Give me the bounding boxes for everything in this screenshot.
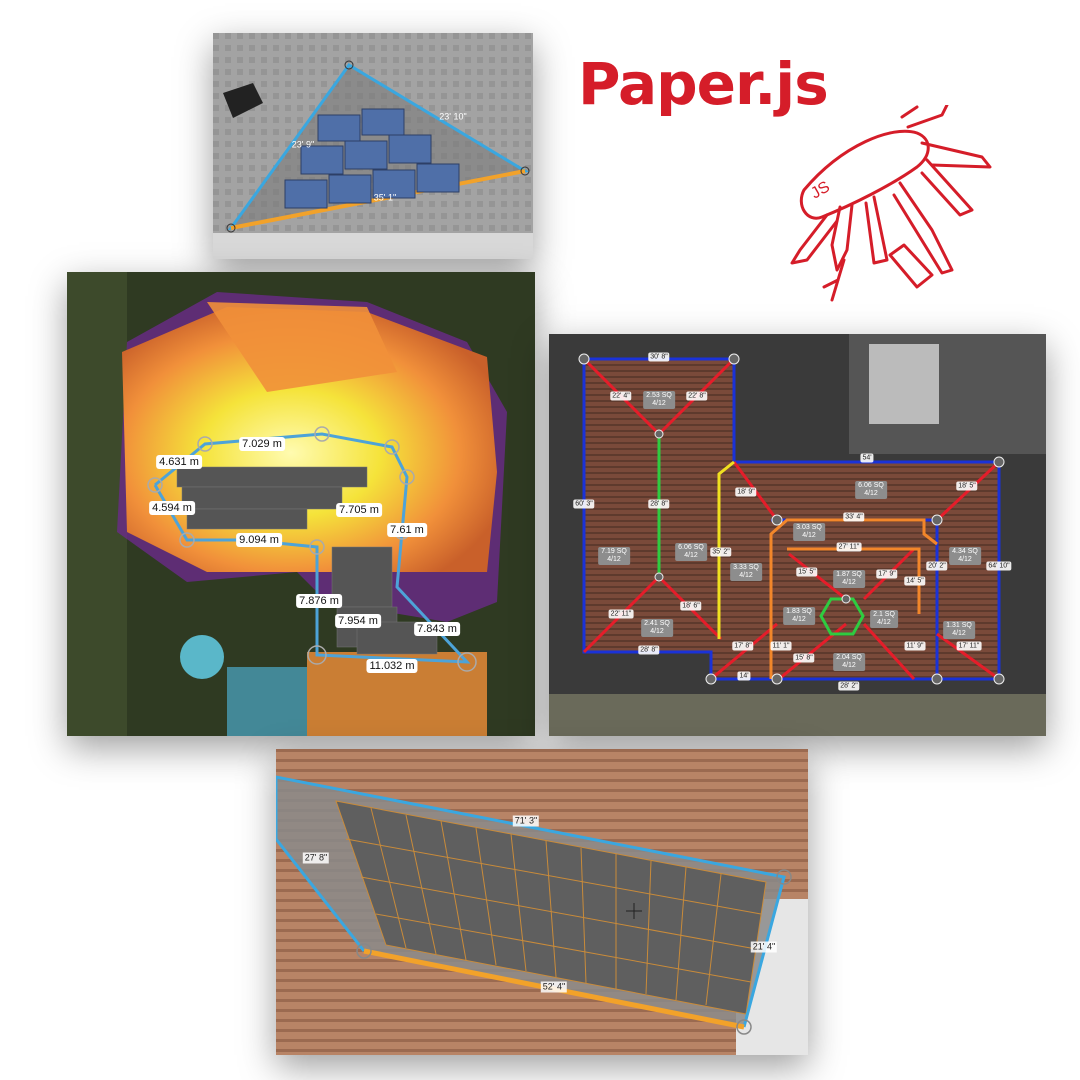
vertex-handle[interactable] — [520, 166, 530, 176]
edge-label: 14' 5" — [904, 576, 926, 586]
edge-label: 15' 5" — [796, 567, 818, 577]
valley-line[interactable] — [717, 460, 735, 639]
edge-label: 27' 11" — [836, 542, 862, 552]
roof-area-tag: 3.03 SQ 4/12 — [793, 523, 825, 541]
edge-label: 11' 1" — [770, 641, 792, 651]
roof-eave-edge[interactable] — [230, 169, 526, 230]
array-outline[interactable] — [276, 775, 786, 1028]
roof-area-tag: 2.41 SQ 4/12 — [641, 619, 673, 637]
edge-length-label: 11.032 m — [366, 659, 418, 673]
hexagon-ridge[interactable] — [819, 597, 865, 636]
edge-label: 22' 11" — [608, 609, 634, 619]
edge-length-label: 4.631 m — [156, 455, 202, 469]
roof-area-tag: 2.1 SQ 4/12 — [870, 610, 898, 628]
edge-label: 33' 4" — [843, 512, 865, 522]
move-cursor-icon[interactable] — [626, 903, 642, 919]
vertex-handle[interactable] — [226, 223, 236, 233]
edge-length-label: 52' 4" — [540, 981, 568, 993]
edge-label: 15' 8" — [793, 653, 815, 663]
edge-label: 20' 2" — [926, 561, 948, 571]
edge-length-label: 71' 3" — [512, 815, 540, 827]
swiss-army-knife-icon: JS — [790, 105, 992, 302]
roof-area-tag: 2.53 SQ 4/12 — [643, 391, 675, 409]
edge-length-label: 21' 4" — [750, 941, 778, 953]
edge-label: 60' 3" — [573, 499, 595, 509]
edge-length-label: 23' 10" — [439, 111, 467, 122]
solar-panel-group[interactable] — [284, 108, 460, 209]
edge-label: 28' 2" — [838, 681, 860, 691]
edge-length-label: 23' 9" — [291, 139, 315, 150]
edge-label: 22' 8" — [686, 391, 708, 401]
edge-label: 17' 9" — [876, 569, 898, 579]
edge-length-label: 4.594 m — [149, 501, 195, 515]
edge-label: 64' 10" — [986, 561, 1012, 571]
edge-label: 18' 5" — [956, 481, 978, 491]
edge-length-label: 7.029 m — [239, 437, 285, 451]
edge-length-label: 9.094 m — [236, 533, 282, 547]
roof-area-tag: 1.83 SQ 4/12 — [783, 607, 815, 625]
edge-length-label: 7.705 m — [336, 503, 382, 517]
edge-label: 28' 8" — [638, 645, 660, 655]
edge-label: 14' — [737, 671, 751, 681]
edge-label: 11' 9" — [904, 641, 926, 651]
roof-area-tag: 4.34 SQ 4/12 — [949, 547, 981, 565]
vertex-handle[interactable] — [344, 60, 354, 70]
edge-length-label: 7.843 m — [414, 622, 460, 636]
edge-length-label: 7.876 m — [296, 594, 342, 608]
heatmap-roof-panel: 7.029 m 4.631 m 4.594 m 9.094 m 7.705 m … — [67, 272, 535, 736]
edge-label: 17' 11" — [956, 641, 982, 651]
edge-length-label: 7.61 m — [387, 523, 427, 537]
edge-length-label: 27' 8" — [302, 852, 330, 864]
roof-area-tag: 6.06 SQ 4/12 — [855, 481, 887, 499]
roof-plan-panel: 30' 8" 22' 4" 22' 8" 60' 3" 28' 8" 35' 2… — [549, 334, 1046, 736]
paperjs-logo-text: Paper.js — [578, 50, 829, 118]
roof-area-tag: 1.31 SQ 4/12 — [943, 621, 975, 639]
edge-length-label: 35' 1" — [373, 192, 397, 203]
edge-label: 17' 8" — [732, 641, 754, 651]
panel-array-panel: 71' 3" 27' 8" 21' 4" 52' 4" — [276, 749, 808, 1055]
roof-area-tag: 2.04 SQ 4/12 — [833, 653, 865, 671]
edge-label: 30' 8" — [648, 352, 670, 362]
roof-area-tag: 3.33 SQ 4/12 — [730, 563, 762, 581]
edge-label: 22' 4" — [610, 391, 632, 401]
edge-label: 18' 6" — [680, 601, 702, 611]
roof-area-tag: 7.19 SQ 4/12 — [598, 547, 630, 565]
roof-area-tag: 6.06 SQ 4/12 — [675, 543, 707, 561]
roof-area-tag: 1.87 SQ 4/12 — [833, 570, 865, 588]
edge-length-label: 7.954 m — [335, 614, 381, 628]
edge-label: 35' 2" — [710, 547, 732, 557]
edge-label: 28' 8" — [648, 499, 670, 509]
edge-label: 18' 9" — [735, 487, 757, 497]
edge-label: 54' — [860, 453, 874, 463]
triangle-roof-panel: 23' 9" 23' 10" 35' 1" — [213, 33, 533, 259]
